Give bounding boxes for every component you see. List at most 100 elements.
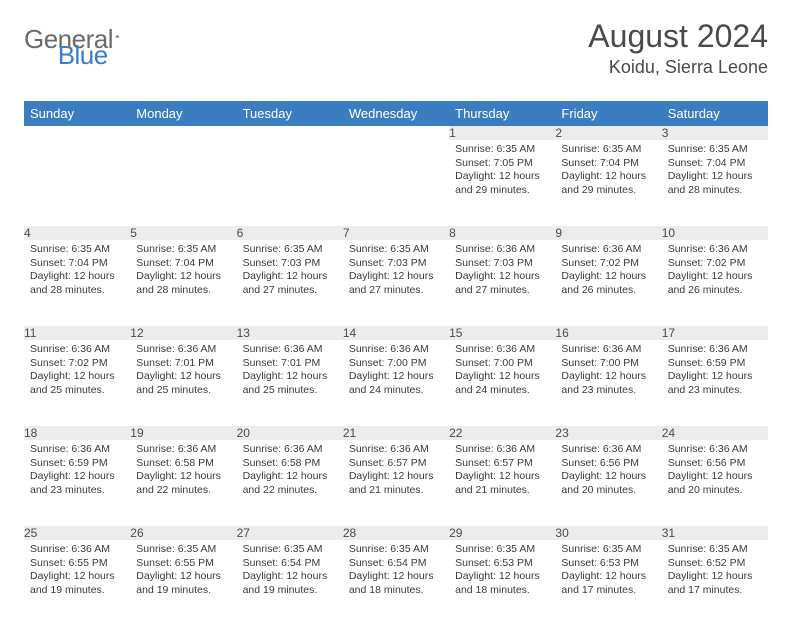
- daylight-line: Daylight: 12 hours and 25 minutes.: [136, 370, 221, 396]
- daylight-line: Daylight: 12 hours and 24 minutes.: [455, 370, 540, 396]
- daylight-line: Daylight: 12 hours and 29 minutes.: [455, 170, 540, 196]
- day-number: 20: [237, 426, 343, 440]
- empty-day: [24, 126, 130, 140]
- day-cell: Sunrise: 6:35 AM Sunset: 7:04 PMDaylight:…: [24, 240, 130, 326]
- day-cell: Sunrise: 6:35 AMSunset: 6:52 PMDaylight:…: [662, 540, 768, 626]
- sunset-line: Sunset: 7:04 PM: [30, 257, 108, 269]
- daylight-line: Daylight: 12 hours and 19 minutes.: [136, 570, 221, 596]
- day-details: Sunrise: 6:35 AMSunset: 6:54 PMDaylight:…: [237, 540, 343, 602]
- sunrise-line: Sunrise: 6:35 AM: [243, 243, 323, 255]
- day-number: 3: [662, 126, 768, 140]
- day-cell: Sunrise: 6:35 AMSunset: 7:04 PMDaylight:…: [555, 140, 661, 226]
- sunset-line: Sunset: 7:04 PM: [668, 157, 746, 169]
- day-details: Sunrise: 6:36 AM Sunset: 6:56 PMDaylight:…: [662, 440, 768, 502]
- day-details: Sunrise: 6:35 AM Sunset: 7:04 PMDaylight:…: [130, 240, 236, 302]
- day-details: Sunrise: 6:36 AMSunset: 7:00 PMDaylight:…: [555, 340, 661, 402]
- daylight-line: Daylight: 12 hours and 25 minutes.: [30, 370, 115, 396]
- day-details: Sunrise: 6:36 AMSunset: 6:57 PMDaylight:…: [449, 440, 555, 502]
- sunset-line: Sunset: 7:04 PM: [136, 257, 214, 269]
- day-number: 8: [449, 226, 555, 240]
- weekday-header: Wednesday: [343, 101, 449, 126]
- daylight-line: Daylight: 12 hours and 19 minutes.: [243, 570, 328, 596]
- week-number-row: 123: [24, 126, 768, 140]
- daylight-line: Daylight: 12 hours and 17 minutes.: [561, 570, 646, 596]
- daylight-line: Daylight: 12 hours and 23 minutes.: [668, 370, 753, 396]
- sunrise-line: Sunrise: 6:36 AM: [30, 343, 110, 355]
- sunset-line: Sunset: 6:54 PM: [349, 557, 427, 569]
- day-number: 1: [449, 126, 555, 140]
- sunrise-line: Sunrise: 6:35 AM: [455, 543, 535, 555]
- day-details: Sunrise: 6:36 AMSunset: 6:55 PMDaylight:…: [24, 540, 130, 602]
- week-number-row: 11121314151617: [24, 326, 768, 340]
- day-number: 25: [24, 526, 130, 540]
- sunrise-line: Sunrise: 6:36 AM: [455, 343, 535, 355]
- day-details: Sunrise: 6:36 AMSunset: 6:57 PMDaylight:…: [343, 440, 449, 502]
- day-details: Sunrise: 6:36 AM Sunset: 7:00 PMDaylight:…: [449, 340, 555, 402]
- day-cell: Sunrise: 6:36 AMSunset: 7:03 PMDaylight:…: [449, 240, 555, 326]
- day-number: 10: [662, 226, 768, 240]
- day-details: Sunrise: 6:36 AMSunset: 7:01 PMDaylight:…: [237, 340, 343, 402]
- daylight-line: Daylight: 12 hours and 27 minutes.: [455, 270, 540, 296]
- sunset-line: Sunset: 6:53 PM: [561, 557, 639, 569]
- calendar-table: SundayMondayTuesdayWednesdayThursdayFrid…: [24, 101, 768, 626]
- sunset-line: Sunset: 6:55 PM: [30, 557, 108, 569]
- sunset-line: Sunset: 7:00 PM: [561, 357, 639, 369]
- daylight-line: Daylight: 12 hours and 28 minutes.: [136, 270, 221, 296]
- location: Koidu, Sierra Leone: [588, 57, 768, 78]
- weekday-header-row: SundayMondayTuesdayWednesdayThursdayFrid…: [24, 101, 768, 126]
- daylight-line: Daylight: 12 hours and 18 minutes.: [349, 570, 434, 596]
- day-cell: Sunrise: 6:36 AMSunset: 6:59 PMDaylight:…: [662, 340, 768, 426]
- day-number: 18: [24, 426, 130, 440]
- sunset-line: Sunset: 6:59 PM: [668, 357, 746, 369]
- sunset-line: Sunset: 7:01 PM: [243, 357, 321, 369]
- daylight-line: Daylight: 12 hours and 23 minutes.: [561, 370, 646, 396]
- day-cell: Sunrise: 6:36 AMSunset: 6:57 PMDaylight:…: [449, 440, 555, 526]
- daylight-line: Daylight: 12 hours and 25 minutes.: [243, 370, 328, 396]
- sunrise-line: Sunrise: 6:36 AM: [668, 443, 748, 455]
- weekday-header: Friday: [555, 101, 661, 126]
- day-details: Sunrise: 6:35 AMSunset: 6:53 PMDaylight:…: [555, 540, 661, 602]
- day-details: Sunrise: 6:36 AMSunset: 6:58 PMDaylight:…: [237, 440, 343, 502]
- day-cell: Sunrise: 6:36 AMSunset: 6:55 PMDaylight:…: [24, 540, 130, 626]
- day-number: 11: [24, 326, 130, 340]
- week-content-row: Sunrise: 6:36 AMSunset: 7:02 PMDaylight:…: [24, 340, 768, 426]
- day-number: 21: [343, 426, 449, 440]
- day-details: Sunrise: 6:35 AMSunset: 6:52 PMDaylight:…: [662, 540, 768, 602]
- sunrise-line: Sunrise: 6:35 AM: [136, 243, 216, 255]
- weekday-header: Monday: [130, 101, 236, 126]
- sunrise-line: Sunrise: 6:35 AM: [30, 243, 110, 255]
- empty-day: [237, 126, 343, 140]
- day-details: Sunrise: 6:36 AMSunset: 7:02 PMDaylight:…: [24, 340, 130, 402]
- sunset-line: Sunset: 7:00 PM: [455, 357, 533, 369]
- day-details: Sunrise: 6:35 AM Sunset: 7:04 PMDaylight:…: [24, 240, 130, 302]
- sunrise-line: Sunrise: 6:35 AM: [561, 143, 641, 155]
- daylight-line: Daylight: 12 hours and 28 minutes.: [30, 270, 115, 296]
- sunset-line: Sunset: 7:05 PM: [455, 157, 533, 169]
- day-cell: Sunrise: 6:36 AMSunset: 6:56 PMDaylight:…: [555, 440, 661, 526]
- sunrise-line: Sunrise: 6:36 AM: [136, 443, 216, 455]
- sunset-line: Sunset: 7:00 PM: [349, 357, 427, 369]
- empty-cell: [130, 140, 236, 226]
- daylight-line: Daylight: 12 hours and 23 minutes.: [30, 470, 115, 496]
- sunset-line: Sunset: 6:56 PM: [668, 457, 746, 469]
- sunset-line: Sunset: 6:55 PM: [136, 557, 214, 569]
- daylight-line: Daylight: 12 hours and 18 minutes.: [455, 570, 540, 596]
- day-number: 16: [555, 326, 661, 340]
- day-number: 17: [662, 326, 768, 340]
- day-number: 4: [24, 226, 130, 240]
- empty-day: [343, 126, 449, 140]
- day-number: 9: [555, 226, 661, 240]
- sunset-line: Sunset: 6:54 PM: [243, 557, 321, 569]
- logo-text-2: Blue: [58, 40, 108, 71]
- sunset-line: Sunset: 7:01 PM: [136, 357, 214, 369]
- sunset-line: Sunset: 7:02 PM: [561, 257, 639, 269]
- day-number: 28: [343, 526, 449, 540]
- daylight-line: Daylight: 12 hours and 26 minutes.: [668, 270, 753, 296]
- daylight-line: Daylight: 12 hours and 20 minutes.: [668, 470, 753, 496]
- day-cell: Sunrise: 6:35 AMSunset: 7:04 PMDaylight:…: [662, 140, 768, 226]
- day-cell: Sunrise: 6:36 AMSunset: 7:01 PMDaylight:…: [237, 340, 343, 426]
- sunrise-line: Sunrise: 6:36 AM: [668, 243, 748, 255]
- daylight-line: Daylight: 12 hours and 27 minutes.: [349, 270, 434, 296]
- day-cell: Sunrise: 6:35 AMSunset: 7:03 PMDaylight:…: [237, 240, 343, 326]
- sunset-line: Sunset: 7:04 PM: [561, 157, 639, 169]
